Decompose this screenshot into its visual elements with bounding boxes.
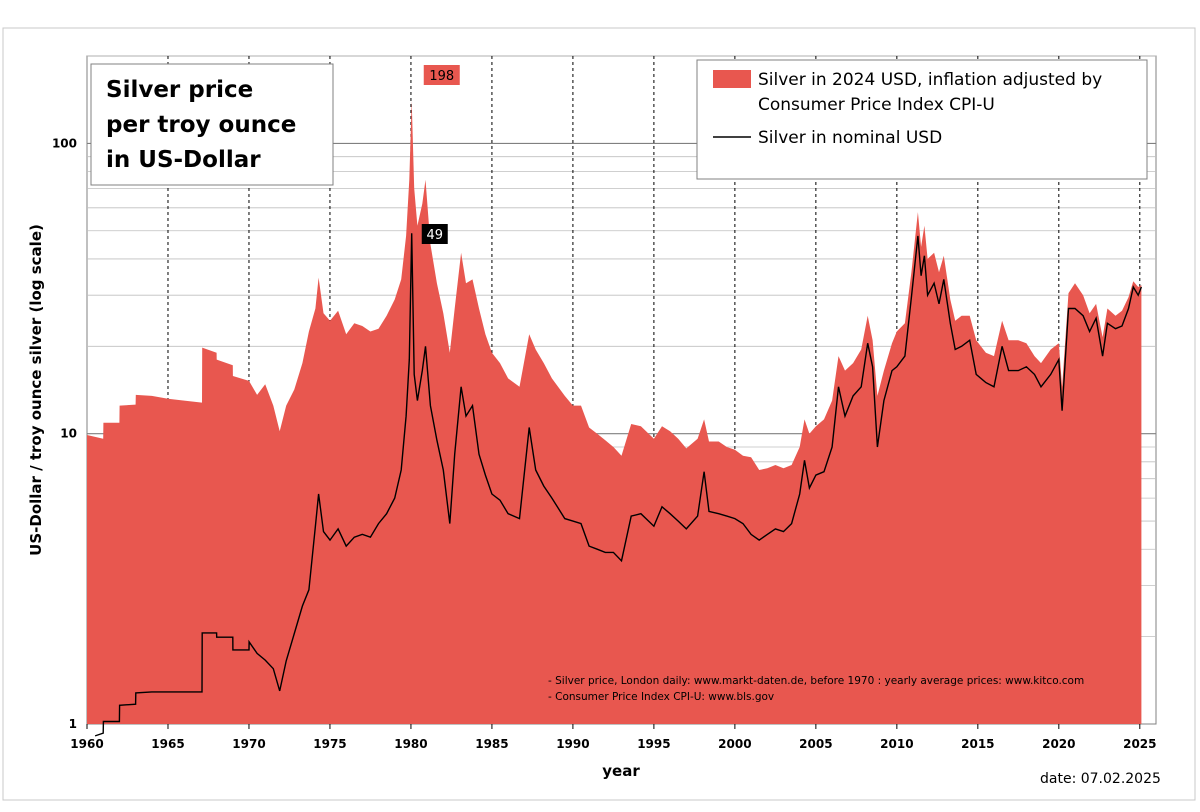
x-tick-label: 2005 xyxy=(799,737,832,751)
title-line-2: per troy ounce xyxy=(106,112,296,138)
peak-badge-nominal-label: 49 xyxy=(426,228,443,243)
x-tick-label: 1985 xyxy=(475,737,508,751)
y-tick-label: 10 xyxy=(60,427,77,441)
legend: Silver in 2024 USD, inflation adjusted b… xyxy=(696,59,1148,180)
x-tick-label: 1980 xyxy=(394,737,427,751)
source-note-2: - Consumer Price Index CPI-U: www.bls.go… xyxy=(548,691,774,703)
x-tick-label: 1970 xyxy=(232,737,265,751)
x-tick-label: 1990 xyxy=(556,737,589,751)
x-tick-label: 2015 xyxy=(961,737,994,751)
source-note-1: - Silver price, London daily: www.markt-… xyxy=(548,675,1084,687)
x-axis-ticks: 1960 1965 1970 1975 1980 1985 1990 1995 2000 2005… xyxy=(70,724,1157,751)
title-line-3: in US-Dollar xyxy=(106,147,261,173)
x-tick-label: 2010 xyxy=(880,737,913,751)
series-area-real xyxy=(87,101,1142,724)
y-axis-ticks: 1 10 100 xyxy=(52,136,77,731)
peak-badge-nominal: 49 xyxy=(421,224,448,244)
date-label: date: 07.02.2025 xyxy=(1040,771,1161,787)
y-tick-label: 100 xyxy=(52,136,77,150)
peak-badge-real: 198 xyxy=(423,65,460,85)
y-axis-title: US-Dollar / troy ounce silver (log scale… xyxy=(27,224,45,556)
legend-label-real-2: Consumer Price Index CPI-U xyxy=(758,95,995,115)
legend-label-nominal: Silver in nominal USD xyxy=(758,128,942,148)
title-box: Silver price per troy ounce in US-Dollar xyxy=(90,63,334,186)
x-tick-label: 2025 xyxy=(1123,737,1156,751)
legend-swatch-real xyxy=(713,70,751,88)
x-axis-title: year xyxy=(602,762,640,780)
x-tick-label: 1960 xyxy=(70,737,103,751)
x-tick-label: 2000 xyxy=(718,737,751,751)
peak-badge-real-label: 198 xyxy=(429,69,454,84)
y-tick-label: 1 xyxy=(69,717,77,731)
x-tick-label: 1965 xyxy=(151,737,184,751)
series-line-nominal xyxy=(94,233,1143,737)
x-tick-label: 1975 xyxy=(313,737,346,751)
x-tick-label: 2020 xyxy=(1042,737,1075,751)
legend-label-real-1: Silver in 2024 USD, inflation adjusted b… xyxy=(758,70,1102,90)
title-line-1: Silver price xyxy=(106,77,253,103)
x-tick-label: 1995 xyxy=(637,737,670,751)
